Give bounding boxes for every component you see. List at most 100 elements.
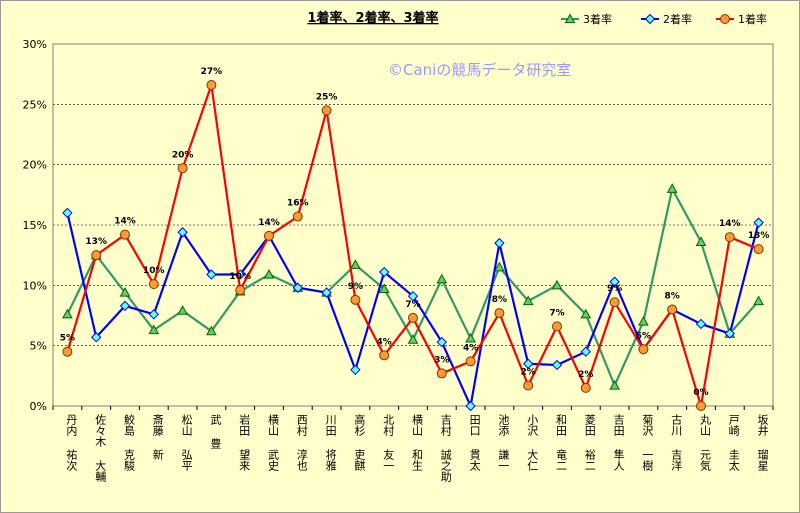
- data-point: [350, 294, 361, 305]
- data-label: 3%: [434, 355, 449, 365]
- series-circle: [62, 80, 764, 411]
- y-tick-label: 0%: [30, 400, 47, 413]
- x-tick-label: 松山 弘平: [180, 413, 193, 472]
- x-tick-label: 斎藤 新: [151, 413, 164, 460]
- y-tick-label: 10%: [23, 279, 47, 292]
- data-point: [666, 183, 678, 193]
- data-point: [263, 268, 275, 279]
- data-point: [552, 321, 562, 332]
- x-tick-label: 菊沢 一樹: [641, 414, 654, 472]
- data-point: [264, 230, 274, 241]
- data-point: [148, 324, 160, 335]
- x-tick-label: 横山 武史: [267, 413, 280, 472]
- data-point: [436, 368, 447, 379]
- data-point: [120, 229, 130, 240]
- y-tick-label: 30%: [23, 38, 47, 51]
- data-label: 13%: [748, 231, 770, 241]
- data-labels: 5% 13% 14% 10% 20% 27% 10% 14% 16% 25% 9% 4% 7% 3% 4% 8…: [60, 67, 770, 398]
- data-point: [523, 380, 534, 391]
- data-point: [724, 232, 735, 243]
- data-label: 2%: [521, 367, 536, 377]
- data-point: [119, 300, 131, 312]
- data-point: [465, 356, 476, 367]
- x-tick-label: 古川 吉洋: [670, 414, 683, 471]
- data-point: [667, 304, 678, 315]
- data-point: [724, 328, 736, 339]
- x-tick-label: 和田 竜二: [555, 414, 568, 471]
- data-label: 20%: [172, 150, 194, 160]
- data-point: [580, 346, 592, 357]
- data-label: 25%: [316, 92, 338, 102]
- data-point: [522, 295, 534, 306]
- data-point: [379, 350, 390, 361]
- data-label: 27%: [201, 67, 223, 77]
- data-label: 5%: [60, 334, 75, 344]
- data-point: [609, 297, 620, 308]
- data-point: [119, 287, 131, 297]
- x-tick-label: 川田 将雅: [324, 414, 337, 471]
- data-point: [580, 382, 591, 393]
- y-tick-label: 5%: [30, 340, 47, 353]
- x-tick-label: 高杉 吏麒: [353, 413, 366, 472]
- data-label: 10%: [229, 272, 251, 282]
- axes: 0% 5% 10% 15% 20% 25% 30% 丹内 祐次 佐々木 大輔 鮫島 克駿 斎藤 新 松…: [23, 38, 774, 483]
- data-point: [720, 14, 730, 24]
- data-point: [292, 282, 304, 293]
- data-point: [350, 364, 361, 376]
- data-label: 10%: [143, 266, 165, 276]
- data-label: 9%: [607, 284, 622, 294]
- data-point: [177, 227, 188, 238]
- data-point: [494, 237, 505, 249]
- data-point: [695, 318, 707, 330]
- y-tick-label: 15%: [23, 219, 47, 232]
- data-point: [407, 290, 419, 302]
- grid: [53, 43, 773, 407]
- data-point: [90, 332, 102, 343]
- data-label: 8%: [665, 291, 680, 301]
- data-point: [609, 276, 620, 287]
- data-point: [206, 80, 217, 91]
- x-tick-label: 北村 友一: [382, 414, 395, 471]
- data-label: 8%: [492, 295, 507, 305]
- data-point: [580, 308, 592, 319]
- data-label: 14%: [114, 217, 136, 227]
- data-point: [177, 305, 188, 315]
- data-point: [206, 325, 217, 336]
- data-point: [494, 308, 505, 319]
- data-label: 4%: [463, 343, 478, 353]
- data-point: [235, 285, 246, 296]
- x-tick-label: 坂井 瑠星: [756, 414, 769, 471]
- x-tick-label: 鮫島 克駿: [123, 413, 136, 472]
- data-point: [91, 250, 102, 261]
- x-tick-label: 横山 和生: [411, 413, 424, 471]
- data-label: 2%: [578, 370, 593, 380]
- legend-label: 3着率: [583, 12, 612, 26]
- watermark: ©Caniの競馬データ研究室: [388, 61, 571, 79]
- data-point: [465, 400, 476, 412]
- x-tick-label: 田口 貫太: [468, 414, 481, 472]
- x-tick-label: 小沢 大仁: [526, 414, 539, 471]
- data-point: [564, 13, 576, 24]
- x-tick-label: 岩田 望来: [238, 413, 251, 471]
- data-point: [638, 316, 649, 326]
- data-point: [62, 346, 73, 357]
- data-point: [378, 266, 390, 278]
- data-point: [753, 244, 764, 255]
- data-point: [436, 336, 448, 348]
- x-tick-label: 佐々木 大輔: [94, 413, 107, 483]
- data-label: 14%: [719, 219, 741, 229]
- chart-title: 1着率、2着率、3着率: [307, 10, 438, 26]
- legend: 3着率 2着率 1着率: [561, 12, 767, 26]
- data-label: 16%: [287, 199, 309, 209]
- data-point: [378, 283, 390, 294]
- x-tick-label: 西村 淳也: [295, 414, 308, 471]
- data-label: 13%: [85, 237, 107, 247]
- data-point: [206, 269, 217, 280]
- data-point: [62, 308, 73, 319]
- data-point: [350, 259, 361, 269]
- data-point: [644, 13, 656, 25]
- x-tick-label: 吉田 隼人: [612, 414, 625, 471]
- x-tick-label: 吉村 誠之助: [439, 414, 452, 483]
- x-tick-label: 池添 謙一: [497, 414, 510, 471]
